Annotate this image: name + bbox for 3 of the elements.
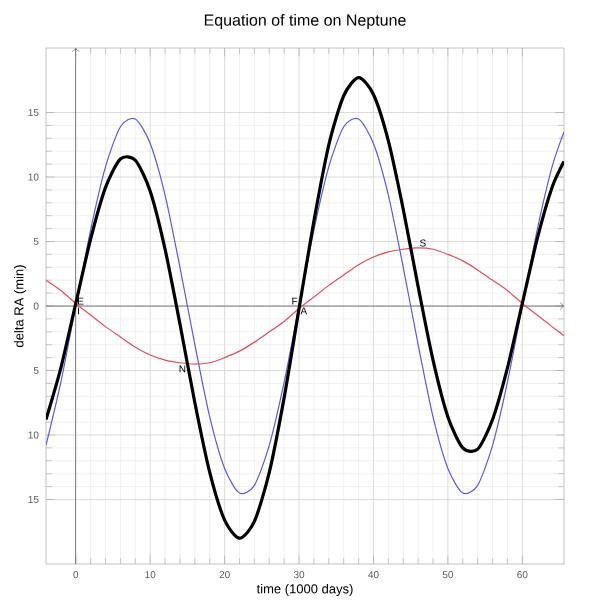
chart-title: Equation of time on Neptune	[204, 14, 406, 29]
line-series	[46, 76, 565, 540]
line-series	[46, 247, 565, 365]
